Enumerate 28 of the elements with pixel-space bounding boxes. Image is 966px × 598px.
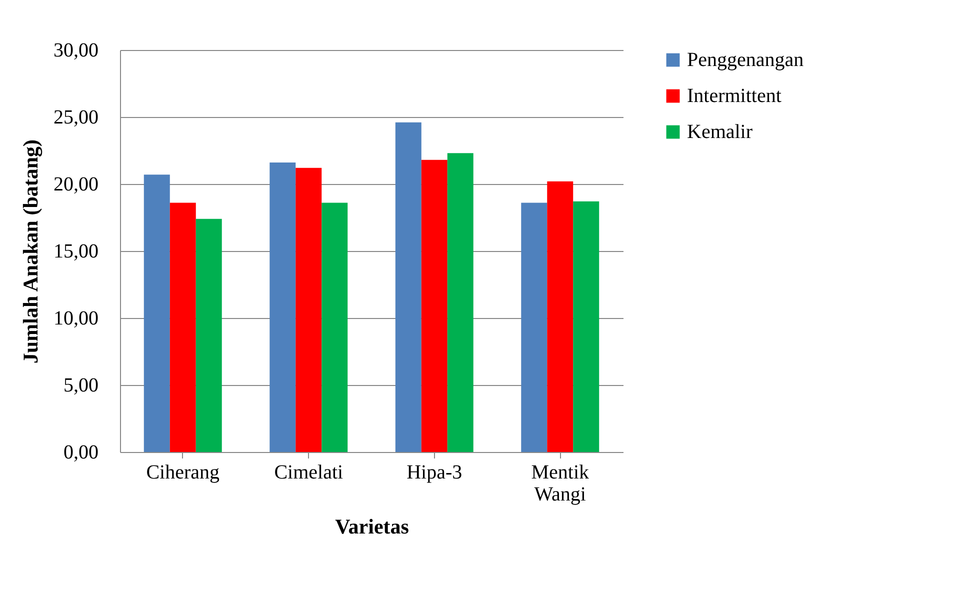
legend-label: Kemalir [687, 121, 753, 143]
y-tick-label: 15,00 [54, 240, 98, 262]
y-tick-label: 10,00 [54, 308, 98, 330]
x-tick-label: Cimelati [274, 462, 344, 484]
x-tick-label: Ciherang [146, 462, 220, 484]
bar [447, 153, 474, 452]
y-tick-label: 30,00 [54, 40, 98, 62]
bar [170, 202, 196, 452]
bar [296, 168, 322, 452]
x-axis-title: Varietas [335, 514, 409, 538]
bar [547, 181, 574, 452]
bar [144, 174, 170, 452]
y-tick-label: 20,00 [54, 174, 98, 196]
y-axis-title: Jumlah Anakan (batang) [18, 139, 42, 364]
bar [421, 160, 448, 452]
y-tick-label: 25,00 [54, 106, 98, 128]
legend-label: Intermittent [687, 85, 782, 107]
x-tick-label: Hipa-3 [406, 462, 462, 484]
bar [395, 122, 422, 452]
bar [573, 201, 600, 452]
legend-label: Penggenangan [687, 49, 804, 71]
y-tick-label: 0,00 [64, 442, 98, 464]
x-tick-label: Mentik Wangi [531, 462, 590, 506]
bar [196, 218, 222, 452]
bar [322, 202, 348, 452]
bar [270, 162, 296, 452]
bar [521, 202, 548, 452]
y-tick-label: 5,00 [64, 374, 98, 396]
